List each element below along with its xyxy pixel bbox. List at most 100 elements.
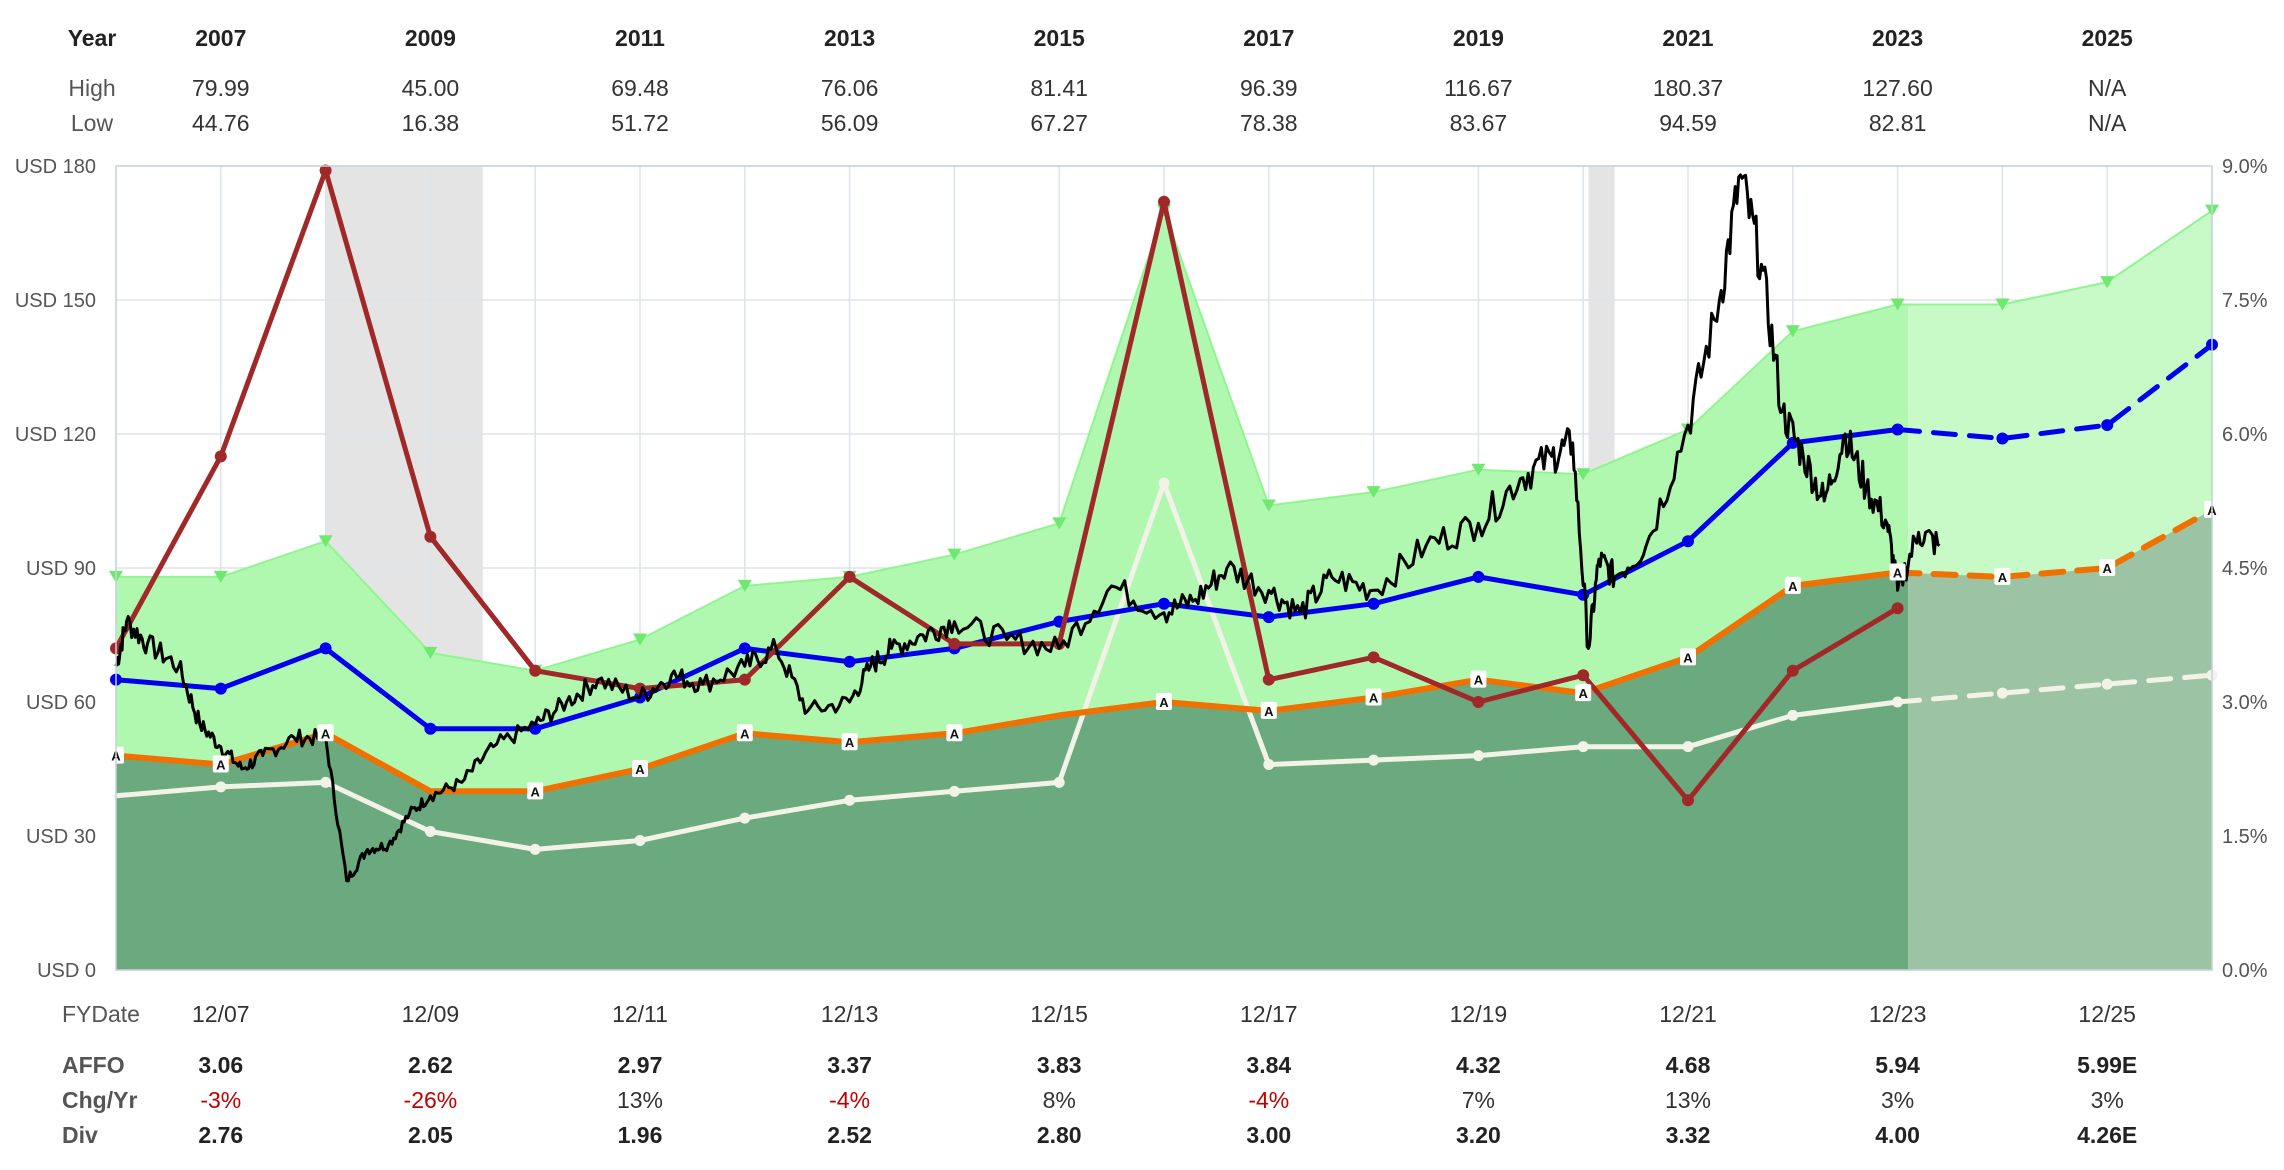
- upper-band-marker: [318, 535, 333, 548]
- header-low-value: 82.81: [1869, 110, 1927, 136]
- left-axis-tick: USD 60: [26, 692, 96, 714]
- a-marker-label: A: [1369, 691, 1379, 706]
- x-axis-tick: 12/17: [1240, 1001, 1298, 1027]
- normal-pe-point: [1682, 535, 1694, 548]
- right-axis-tick: 6.0%: [2222, 424, 2268, 446]
- footer-div-value: 4.00: [1875, 1122, 1920, 1148]
- x-axis-label: FYDate: [62, 1001, 140, 1027]
- dividend-line-forecast: [1895, 672, 2215, 705]
- footer-chg-value: 7%: [1462, 1087, 1495, 1113]
- upper-band-marker: [1052, 517, 1067, 530]
- footer-chg-value: -26%: [404, 1087, 458, 1113]
- a-marker-box: [2099, 559, 2116, 576]
- header-year-2013: 2013: [824, 25, 875, 51]
- affo-valuation-line-forecast: [1894, 506, 2215, 580]
- header-high-value: 81.41: [1030, 75, 1088, 101]
- axes: USD 0 USD 30 USD 60 USD 90 USD 120 USD 150 USD…: [15, 156, 2268, 1027]
- x-axis-tick: 12/13: [821, 1001, 879, 1027]
- footer-chg-value: -4%: [1248, 1087, 1289, 1113]
- footer-chg-value: 3%: [2091, 1087, 2124, 1113]
- upper-band-marker: [1890, 298, 1905, 311]
- header-year-2023: 2023: [1872, 25, 1923, 51]
- dividend-point: [320, 776, 332, 788]
- plot-frame: [115, 165, 2213, 971]
- a-marker-box: [317, 724, 334, 742]
- footer-affo-value: 2.97: [618, 1052, 663, 1078]
- upper-band-marker: [1471, 463, 1486, 476]
- upper-band-marker: [1261, 499, 1276, 512]
- upper-band-marker: [423, 646, 438, 659]
- a-marker-box: [1470, 670, 1487, 688]
- header-low-value: 67.27: [1030, 110, 1088, 136]
- footer-chg-value: 13%: [1665, 1087, 1711, 1113]
- a-marker-label: A: [216, 758, 226, 773]
- right-axis-tick: 7.5%: [2222, 290, 2268, 312]
- left-axis-tick: USD 120: [15, 424, 96, 446]
- a-marker-box: [1575, 684, 1592, 702]
- header-year-2021: 2021: [1662, 25, 1713, 51]
- dividend-point: [1158, 477, 1170, 489]
- left-axis-tick: USD 150: [15, 290, 96, 312]
- a-marker-box: [736, 724, 753, 742]
- footer-div-value: 3.20: [1456, 1122, 1501, 1148]
- dividend-point: [844, 794, 856, 806]
- normal-pe-line: [113, 427, 1901, 732]
- header-low-value: 78.38: [1240, 110, 1298, 136]
- header-high-value: 76.06: [821, 75, 879, 101]
- header-table: Year High Low 2007 79.99 44.76 2009 45.00 16.38 2…: [68, 25, 2133, 136]
- header-high-value: N/A: [2088, 75, 2127, 101]
- dividend-yield-point: [1682, 794, 1694, 807]
- normal-pe-point: [1891, 423, 1904, 436]
- right-axis-tick: 4.5%: [2222, 558, 2268, 580]
- dividend-point: [739, 812, 751, 824]
- upper-band-marker: [1785, 325, 1800, 338]
- dividend-point: [1263, 759, 1275, 771]
- footer-div-value: 2.76: [198, 1122, 243, 1148]
- header-year-2007: 2007: [195, 25, 246, 51]
- dividend-yield-point: [843, 570, 856, 583]
- a-marker-label: A: [321, 726, 331, 741]
- a-marker-label: A: [635, 762, 645, 777]
- x-axis-tick: 12/11: [612, 1001, 668, 1027]
- dividend-point: [215, 781, 227, 793]
- x-axis-tick: 12/15: [1030, 1001, 1088, 1027]
- footer-chg-label: Chg/Yr: [62, 1087, 137, 1113]
- a-marker-label: A: [1683, 650, 1693, 665]
- header-year-2025: 2025: [2082, 25, 2133, 51]
- dividend-yield-point: [1786, 664, 1799, 677]
- header-high-label: High: [68, 75, 115, 101]
- dividend-point: [1053, 776, 1065, 788]
- a-marker-box: [1156, 693, 1172, 710]
- upper-band-marker: [1366, 486, 1381, 499]
- footer-div-value: 2.52: [827, 1122, 872, 1148]
- header-low-value: N/A: [2088, 110, 2127, 136]
- footer-affo-value: 3.84: [1246, 1052, 1291, 1078]
- footer-affo-value: 5.99E: [2077, 1052, 2137, 1078]
- footer-chg-value: 3%: [1881, 1087, 1914, 1113]
- x-axis-tick: 12/07: [192, 1001, 250, 1027]
- left-axis-tick: USD 30: [26, 826, 96, 848]
- header-low-value: 83.67: [1450, 110, 1508, 136]
- normal-pe-point: [843, 655, 856, 668]
- dividend-yield-point: [1367, 651, 1380, 664]
- normal-pe-point: [424, 722, 437, 735]
- footer-div-value: 2.80: [1037, 1122, 1082, 1148]
- dividend-point: [634, 834, 646, 846]
- a-marker-label: A: [1264, 704, 1274, 719]
- dividend-yield-point: [424, 530, 437, 543]
- a-marker-label: A: [1579, 686, 1589, 701]
- footer-div-value: 2.05: [408, 1122, 453, 1148]
- footer-affo-value: 3.37: [827, 1052, 872, 1078]
- footer-div-value: 3.32: [1666, 1122, 1711, 1148]
- dividend-yield-point: [1577, 669, 1590, 682]
- dividend-yield-point: [1158, 195, 1170, 208]
- forecast-lower-area: [1908, 509, 2212, 970]
- footer-chg-value: -4%: [829, 1087, 870, 1113]
- normal-pe-point: [1577, 588, 1590, 601]
- header-low-value: 56.09: [821, 110, 879, 136]
- header-high-value: 96.39: [1240, 75, 1298, 101]
- a-marker-box: [946, 724, 963, 742]
- footer-affo-value: 2.62: [408, 1052, 453, 1078]
- left-axis-tick: USD 0: [37, 960, 96, 982]
- upper-band-marker: [633, 633, 647, 646]
